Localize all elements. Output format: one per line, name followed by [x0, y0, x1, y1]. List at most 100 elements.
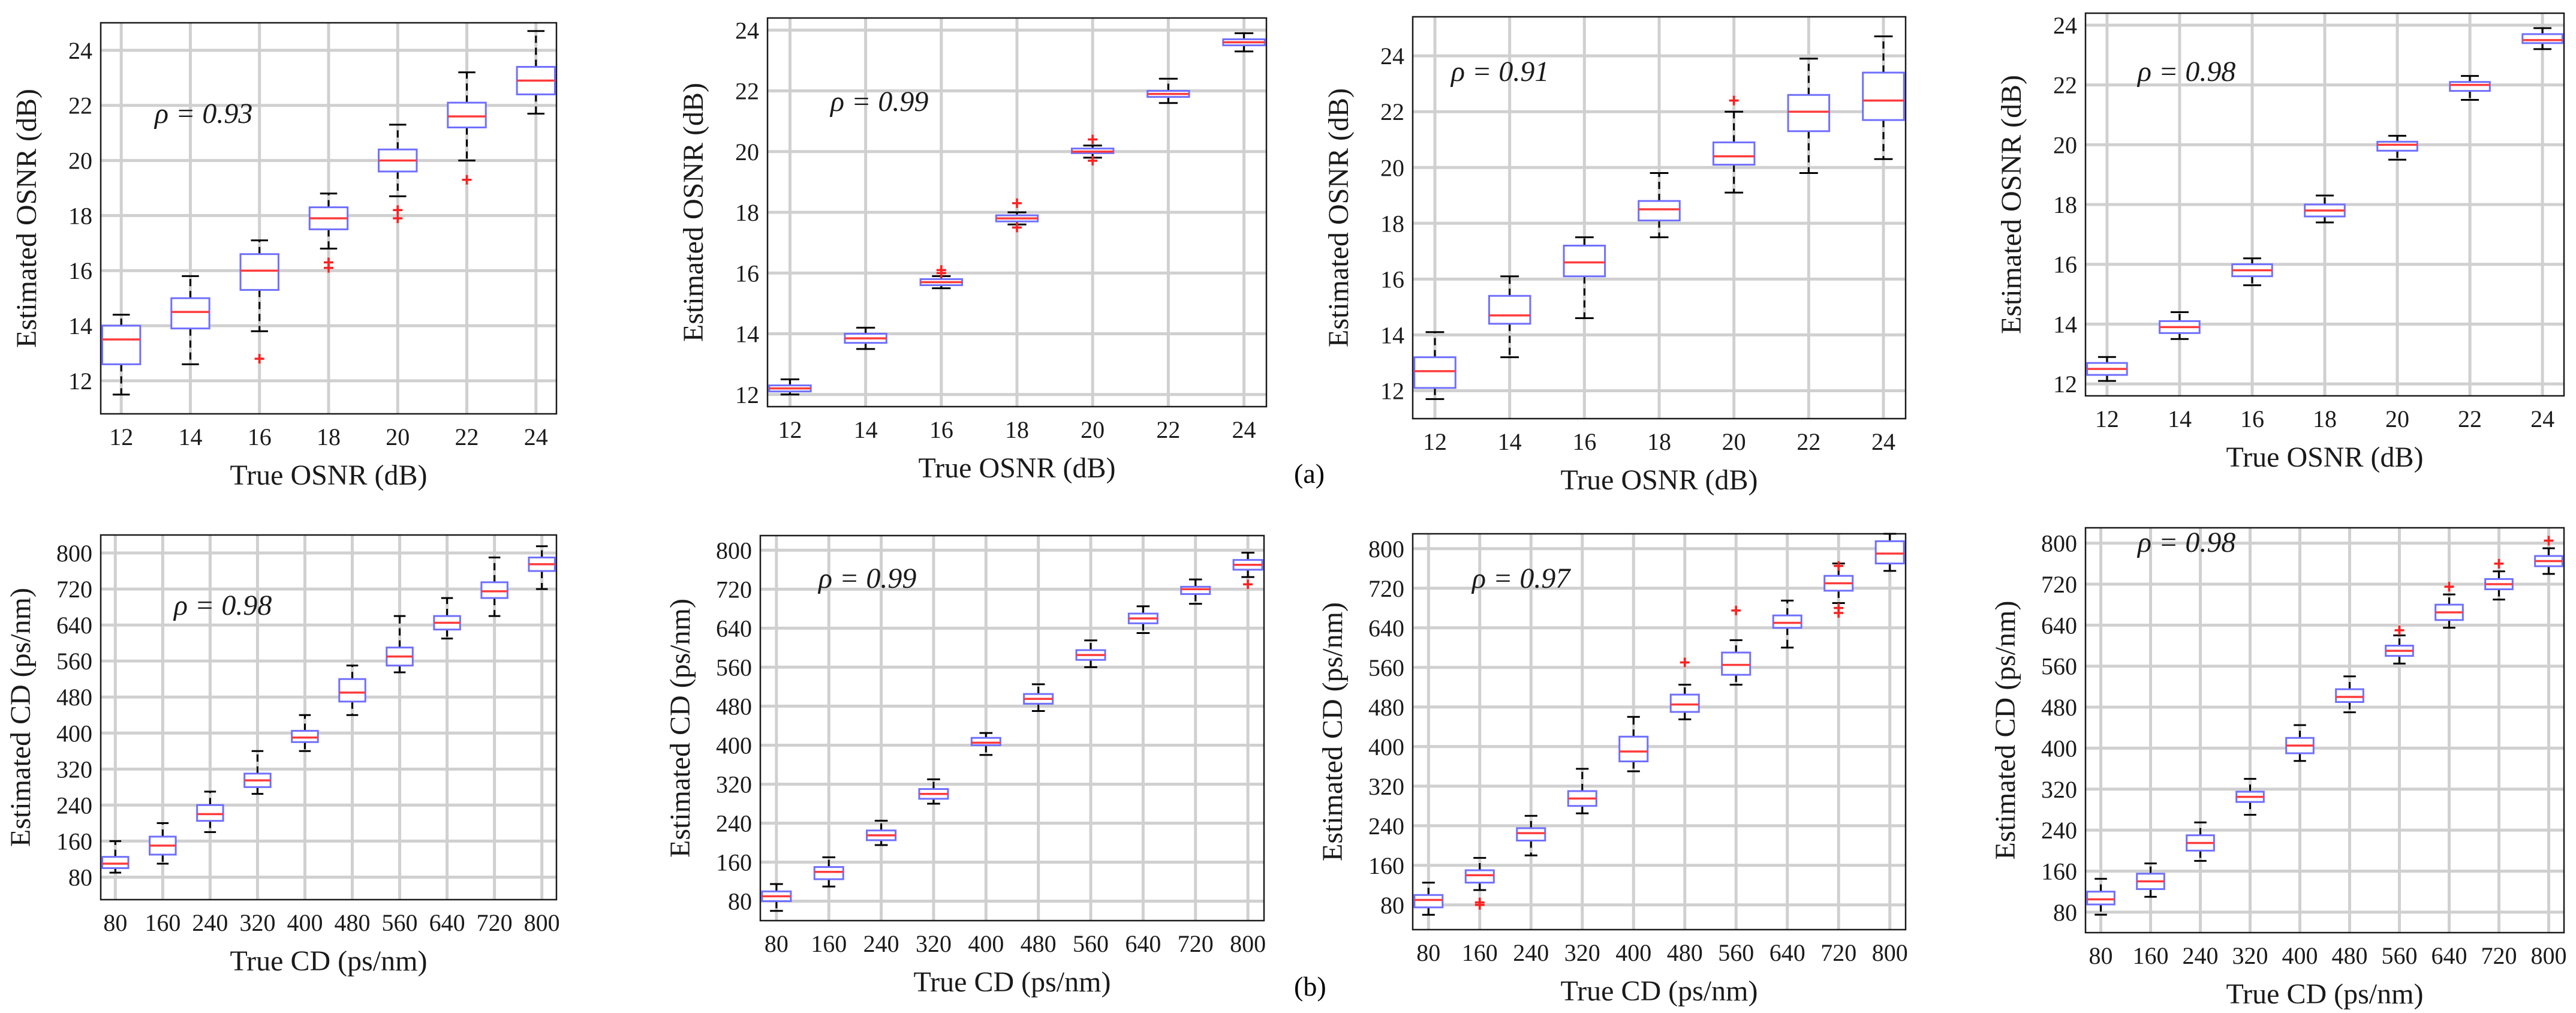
box-720 — [1180, 578, 1211, 605]
x-tick-label: 560 — [1718, 939, 1754, 966]
x-axis-label: True CD (ps/nm) — [914, 966, 1111, 998]
outlier-marker — [254, 354, 264, 364]
box-18 — [308, 193, 349, 273]
box-240 — [2186, 821, 2215, 862]
box-160 — [813, 856, 844, 888]
x-tick-label: 20 — [2385, 405, 2409, 432]
iqr-box — [170, 297, 210, 330]
box-240 — [866, 819, 897, 846]
x-tick-label: 240 — [192, 909, 228, 936]
iqr-box — [1618, 735, 1649, 762]
box-20 — [1070, 134, 1115, 166]
x-tick-label: 800 — [1230, 930, 1266, 957]
x-tick-label: 12 — [109, 423, 133, 450]
y-tick-label: 560 — [2041, 653, 2077, 680]
x-tick-label: 640 — [1125, 930, 1161, 957]
outlier-marker — [2444, 582, 2454, 592]
box-12 — [1413, 331, 1456, 400]
y-axis-label: Estimated OSNR (dB) — [11, 89, 43, 348]
correlation-annotation: ρ = 0.97 — [1471, 563, 1571, 594]
y-tick-label: 14 — [1380, 321, 1404, 348]
box-20 — [378, 124, 418, 223]
correlation-annotation: ρ = 0.91 — [1450, 56, 1549, 88]
x-tick-label: 160 — [2133, 942, 2169, 969]
outlier-marker — [393, 205, 403, 215]
box-12 — [2086, 356, 2128, 382]
y-tick-label: 640 — [716, 615, 752, 642]
iqr-box — [447, 101, 487, 128]
y-tick-label: 22 — [68, 92, 92, 119]
y-tick-label: 18 — [2053, 191, 2077, 218]
x-tick-label: 400 — [968, 930, 1004, 957]
iqr-box — [1669, 693, 1700, 713]
box-14 — [844, 326, 887, 350]
x-tick-label: 640 — [429, 909, 465, 936]
y-tick-label: 20 — [1380, 154, 1404, 181]
box-800 — [2534, 536, 2563, 575]
x-tick-label: 720 — [477, 909, 513, 936]
iqr-box — [1787, 94, 1831, 133]
y-tick-label: 20 — [735, 139, 759, 166]
y-tick-label: 12 — [68, 368, 92, 395]
y-tick-label: 160 — [716, 849, 752, 876]
chart-panel-2: 12 14 16 18 20 22 24 12 14 16 18 20 22 24 True OSNR (d… — [678, 17, 1268, 484]
box-18 — [2304, 194, 2346, 224]
iqr-box — [1638, 200, 1681, 222]
plot-frame — [1412, 16, 1907, 420]
y-tick-label: 14 — [2053, 311, 2077, 338]
box-16 — [239, 239, 279, 364]
plot-area — [760, 536, 1264, 921]
iqr-box — [101, 324, 142, 365]
y-tick-label: 560 — [1368, 654, 1404, 681]
box-400 — [1618, 716, 1649, 772]
plot-frame — [759, 534, 1265, 922]
x-tick-label: 80 — [2089, 942, 2113, 969]
plot-area — [101, 535, 556, 900]
box-560 — [1075, 639, 1106, 668]
box-16 — [2231, 257, 2273, 287]
y-tick-label: 16 — [735, 260, 759, 287]
box-22 — [1146, 77, 1190, 104]
iqr-box — [291, 730, 319, 743]
chart-panel-4: 12 14 16 18 20 22 24 12 14 16 18 20 22 24 True OSNR (d… — [1996, 12, 2565, 473]
x-tick-label: 320 — [239, 909, 275, 936]
y-tick-label: 240 — [2041, 817, 2077, 844]
correlation-annotation: ρ = 0.99 — [829, 86, 928, 118]
iqr-box — [1874, 540, 1905, 564]
y-tick-label: 320 — [2041, 776, 2077, 803]
box-800 — [1874, 533, 1905, 572]
outlier-marker — [2394, 625, 2405, 635]
x-tick-label: 320 — [916, 930, 952, 957]
x-tick-label: 20 — [1081, 416, 1105, 443]
x-tick-label: 16 — [929, 416, 953, 443]
iqr-box — [1488, 294, 1531, 325]
y-tick-label: 720 — [2041, 571, 2077, 598]
outlier-marker — [1088, 155, 1098, 166]
y-tick-label: 22 — [2053, 72, 2077, 99]
x-tick-label: 14 — [2168, 405, 2192, 432]
x-tick-label: 22 — [2458, 405, 2482, 432]
outlier-marker — [1834, 603, 1844, 613]
iqr-box — [1721, 651, 1752, 676]
y-tick-label: 560 — [56, 648, 92, 675]
y-axis-label: Estimated CD (ps/nm) — [1990, 601, 2021, 860]
box-14 — [170, 275, 210, 365]
outlier-marker — [1731, 605, 1741, 615]
iqr-box — [2086, 891, 2115, 906]
x-tick-label: 400 — [1615, 939, 1651, 966]
outlier-marker — [1088, 134, 1098, 145]
box-560 — [386, 615, 414, 674]
box-16 — [1563, 236, 1606, 319]
x-tick-label: 480 — [335, 909, 371, 936]
y-tick-label: 800 — [56, 540, 92, 567]
x-tick-label: 240 — [2183, 942, 2219, 969]
x-tick-label: 14 — [854, 416, 878, 443]
y-tick-label: 14 — [68, 312, 92, 339]
y-tick-label: 12 — [735, 381, 759, 408]
x-tick-label: 18 — [2313, 405, 2337, 432]
iqr-box — [1464, 869, 1495, 884]
y-tick-label: 640 — [1368, 615, 1404, 642]
x-tick-label: 18 — [1647, 428, 1671, 455]
x-tick-label: 80 — [103, 909, 127, 936]
box-80 — [101, 840, 130, 874]
